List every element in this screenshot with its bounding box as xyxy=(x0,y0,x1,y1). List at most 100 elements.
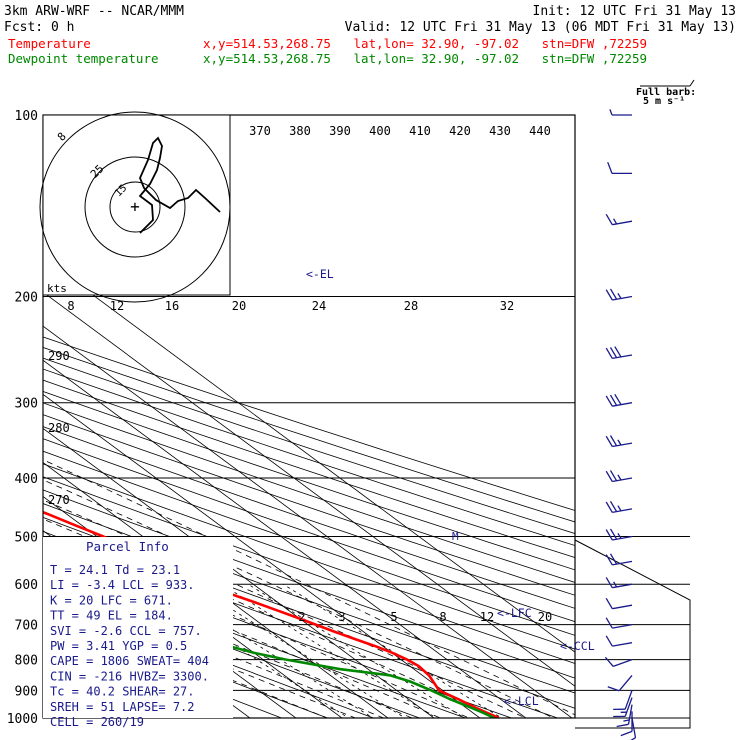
parcel-info-row: K = 20 LFC = 671. xyxy=(50,593,173,607)
wind-barb xyxy=(605,597,633,610)
wind-barb xyxy=(605,288,633,301)
hodograph-units: kts xyxy=(47,282,67,295)
wind-barb xyxy=(609,109,632,116)
parcel-info-row: CIN = -216 HVBZ= 3300. xyxy=(50,669,209,683)
lfc-marker: <-LFC xyxy=(497,606,532,620)
isotherm-line xyxy=(43,291,575,687)
isotherm-line xyxy=(43,257,575,653)
wind-barb xyxy=(605,500,633,514)
mixing-ratio-label: 20 xyxy=(232,299,246,313)
low-mixing-ratio-label: 2 xyxy=(298,610,305,624)
moist-adiabat-line xyxy=(43,479,555,718)
hodograph-ring-outer xyxy=(39,111,231,303)
wind-barbs xyxy=(604,109,637,740)
mixing-ratio-line xyxy=(247,583,466,718)
dry-adiabat-line xyxy=(43,414,575,596)
legend-dewpoint-info: x,y=514.53,268.75 lat,lon= 32.90, -97.02… xyxy=(203,51,647,66)
mixing-ratio-label: 8 xyxy=(67,299,74,313)
dry-adiabat-line xyxy=(43,503,575,694)
wind-max-marker: M xyxy=(452,530,459,543)
pressure-tick-label: 500 xyxy=(15,531,38,546)
theta-e-label: 410 xyxy=(409,124,431,138)
parcel-info-row: Tc = 40.2 SHEAR= 27. xyxy=(50,685,195,699)
parcel-info-row: T = 24.1 Td = 23.1 xyxy=(50,563,180,577)
dry-adiabat-line xyxy=(43,476,575,664)
parcel-info-rows: T = 24.1 Td = 23.1LI = -3.4 LCL = 933.K … xyxy=(50,563,209,729)
low-mixing-ratio-label: 8 xyxy=(439,610,446,624)
theta-e-label: 420 xyxy=(449,124,471,138)
theta-e-label: 380 xyxy=(289,124,311,138)
theta-e-label: 370 xyxy=(249,124,271,138)
wind-column-frame xyxy=(574,539,691,729)
forecast-hour: Fcst: 0 h xyxy=(4,20,74,35)
isotherm-line xyxy=(43,359,527,718)
sounding-traces xyxy=(43,510,500,718)
dry-adiabat-line xyxy=(43,450,575,636)
moist-adiabat-line xyxy=(43,459,575,716)
legend-dewpoint-label: Dewpoint temperature xyxy=(8,51,159,66)
isotherm-line xyxy=(43,461,389,718)
low-mixing-ratio-label: 5 xyxy=(390,610,397,624)
valid-time: Valid: 12 UTC Fri 31 May 13 (06 MDT Fri … xyxy=(345,20,736,35)
lcl-marker: <-LCL xyxy=(504,694,539,708)
legend-temperature-info: x,y=514.53,268.75 lat,lon= 32.90, -97.02… xyxy=(203,36,647,51)
isotherm-line xyxy=(43,427,435,718)
legend-temperature-label: Temperature xyxy=(8,36,91,51)
dry-adiabat-line xyxy=(43,607,329,718)
low-mixing-ratio-label: 3 xyxy=(338,610,345,624)
pressure-tick-label: 900 xyxy=(15,684,38,699)
hodograph-inset: 8 25 15 + kts xyxy=(39,111,231,303)
wind-barb xyxy=(607,161,632,175)
parcel-info-row: SVI = -2.6 CCL = 757. xyxy=(50,624,202,638)
dry-adiabat-line xyxy=(43,402,575,583)
hodograph-frame xyxy=(42,114,231,296)
mixing-ratio-label: 32 xyxy=(500,299,514,313)
parcel-info-row: LI = -3.4 LCL = 933. xyxy=(50,578,195,592)
pressure-tick-label: 800 xyxy=(15,654,38,669)
temperature-trace xyxy=(43,510,500,718)
mixing-ratio-label: 16 xyxy=(165,299,179,313)
wind-barb xyxy=(605,393,633,407)
wind-barb xyxy=(605,470,633,483)
isotherm-line xyxy=(43,393,481,718)
pressure-tick-label: 1000 xyxy=(7,712,38,727)
wind-key-title: Full barb: xyxy=(636,87,696,98)
mixing-ratio-label: 12 xyxy=(110,299,124,313)
dry-adiabat-line xyxy=(43,357,575,534)
wind-barb xyxy=(605,435,633,448)
theta-e-label: 400 xyxy=(369,124,391,138)
pressure-tick-label: 600 xyxy=(15,578,38,593)
el-marker: <-EL xyxy=(306,267,334,281)
hodograph-ring-inner xyxy=(109,181,161,233)
pressure-tick-label: 200 xyxy=(15,291,38,306)
low-mixing-ratio-label: 12 xyxy=(480,610,494,624)
pressure-tick-label: 700 xyxy=(15,619,38,634)
dewpoint-trace xyxy=(43,566,495,718)
wind-barb xyxy=(605,617,633,629)
theta-e-label: 390 xyxy=(329,124,351,138)
hodograph-origin-icon: + xyxy=(130,197,140,216)
wind-barb xyxy=(605,553,633,566)
theta-e-label: 430 xyxy=(489,124,511,138)
wind-barb xyxy=(605,213,633,226)
dry-adiabat-line xyxy=(43,336,575,511)
mixing-ratio-label: 28 xyxy=(404,299,418,313)
parcel-info-title: Parcel Info xyxy=(86,539,169,554)
theta-label: 270 xyxy=(48,493,70,507)
dry-adiabat-line xyxy=(43,591,375,718)
wind-barb xyxy=(605,346,633,360)
hodograph-trace xyxy=(138,136,221,234)
wind-barb xyxy=(605,635,633,647)
ccl-marker: <-CCL xyxy=(560,639,595,653)
pressure-tick-label: 400 xyxy=(15,472,38,487)
parcel-info-row: TT = 49 EL = 184. xyxy=(50,609,173,623)
grid-labels: 1002003004005006007008009001000-80-70-60… xyxy=(7,109,553,727)
parcel-info-row: SREH = 51 LAPSE= 7.2 xyxy=(50,700,195,714)
wind-barb xyxy=(613,697,633,718)
parcel-info-row: CELL = 260/19 xyxy=(50,715,144,729)
wind-barb xyxy=(604,656,633,668)
dry-adiabat-line xyxy=(43,438,575,623)
moist-adiabat-line xyxy=(43,592,357,718)
parcel-info-row: PW = 3.41 YGP = 0.5 xyxy=(50,639,187,653)
model-title: 3km ARW-WRF -- NCAR/MMM xyxy=(4,4,184,19)
